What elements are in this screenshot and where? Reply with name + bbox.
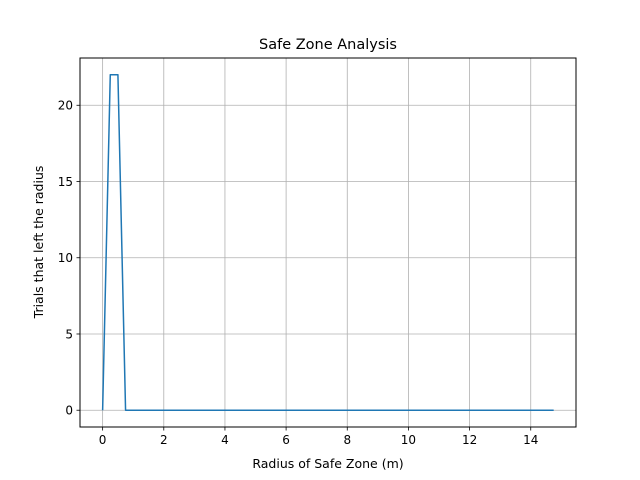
y-tick-label: 20: [58, 99, 73, 113]
grid-layer: [80, 58, 576, 427]
x-axis-label: Radius of Safe Zone (m): [252, 456, 403, 471]
y-tick-label: 10: [58, 251, 73, 265]
series-line: [101, 74, 554, 411]
y-axis-ticks: 0 5 10 15 20: [58, 99, 80, 418]
x-tick-label: 14: [523, 433, 538, 447]
y-axis-label: Trials that left the radius: [31, 166, 46, 320]
y-tick-label: 5: [65, 327, 73, 341]
plot-area-frame: [79, 57, 577, 428]
y-tick-label: 0: [65, 404, 73, 418]
x-tick-label: 12: [462, 433, 477, 447]
y-tick-label: 15: [58, 175, 73, 189]
x-tick-label: 6: [282, 433, 290, 447]
chart-title: Safe Zone Analysis: [259, 37, 397, 53]
x-axis-ticks: 0 2 4 6 8 10 12 14: [99, 427, 538, 447]
x-tick-label: 0: [99, 433, 107, 447]
x-tick-label: 8: [343, 433, 351, 447]
series-layer: [101, 74, 554, 411]
x-tick-label: 2: [160, 433, 168, 447]
x-tick-label: 10: [401, 433, 416, 447]
x-tick-label: 4: [221, 433, 229, 447]
